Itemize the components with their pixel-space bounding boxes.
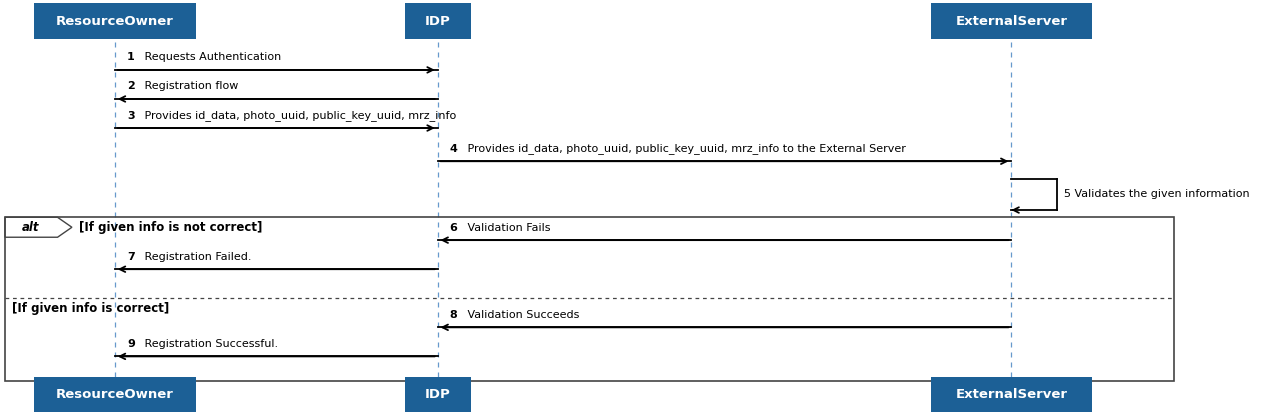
FancyBboxPatch shape	[930, 377, 1092, 413]
FancyBboxPatch shape	[405, 3, 470, 39]
FancyBboxPatch shape	[405, 377, 470, 413]
Text: IDP: IDP	[424, 15, 451, 28]
FancyBboxPatch shape	[34, 3, 196, 39]
Text: Registration Failed.: Registration Failed.	[141, 252, 252, 262]
FancyBboxPatch shape	[34, 377, 196, 413]
Text: 7: 7	[127, 252, 135, 262]
Text: 3: 3	[127, 110, 135, 120]
Text: Requests Authentication: Requests Authentication	[141, 52, 282, 62]
Text: 1: 1	[127, 52, 135, 62]
Bar	[5, 217, 1173, 381]
Text: ExternalServer: ExternalServer	[956, 388, 1068, 401]
Text: Registration flow: Registration flow	[141, 82, 238, 92]
Text: 4: 4	[450, 144, 457, 154]
Text: IDP: IDP	[424, 388, 451, 401]
Text: 2: 2	[127, 82, 135, 92]
Text: Registration Successful.: Registration Successful.	[141, 339, 278, 349]
Text: ExternalServer: ExternalServer	[956, 15, 1068, 28]
Text: ResourceOwner: ResourceOwner	[56, 388, 173, 401]
Text: ResourceOwner: ResourceOwner	[56, 15, 173, 28]
Text: [If given info is correct]: [If given info is correct]	[13, 302, 169, 315]
Text: Validation Succeeds: Validation Succeeds	[464, 310, 580, 320]
Text: 6: 6	[450, 223, 457, 233]
Text: [If given info is not correct]: [If given info is not correct]	[79, 221, 262, 234]
Text: 9: 9	[127, 339, 135, 349]
Text: alt: alt	[22, 221, 39, 234]
Text: 5 Validates the given information: 5 Validates the given information	[1064, 189, 1250, 199]
Text: 8: 8	[450, 310, 457, 320]
Text: Provides id_data, photo_uuid, public_key_uuid, mrz_info: Provides id_data, photo_uuid, public_key…	[141, 110, 456, 120]
FancyBboxPatch shape	[930, 3, 1092, 39]
Text: Validation Fails: Validation Fails	[464, 223, 550, 233]
Text: Provides id_data, photo_uuid, public_key_uuid, mrz_info to the External Server: Provides id_data, photo_uuid, public_key…	[464, 143, 906, 154]
